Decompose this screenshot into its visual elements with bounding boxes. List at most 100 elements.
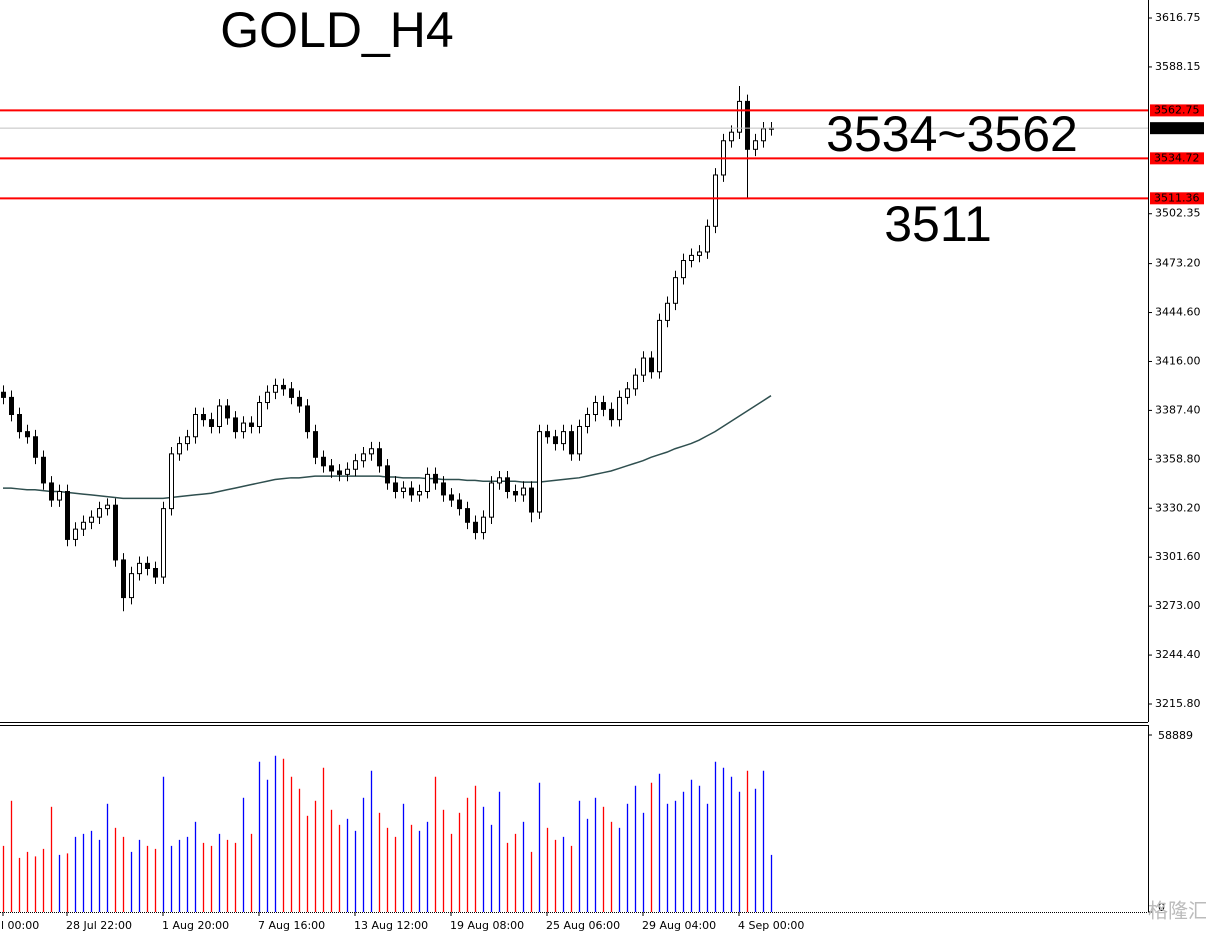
candle-body [121, 559, 126, 599]
candle-body [753, 140, 758, 150]
candle-body [641, 357, 646, 376]
candle-body [409, 487, 414, 496]
candle-body [9, 396, 14, 416]
candle-body [425, 473, 430, 493]
candle-body [441, 482, 446, 496]
last-price-box [1150, 122, 1204, 135]
candle-body [593, 402, 598, 416]
chart-title: GOLD_H4 [220, 2, 453, 58]
candle-body [185, 436, 190, 445]
last-price-label: 3552.36 [1154, 121, 1200, 134]
annotation: 3511 [884, 196, 992, 252]
candle-body [505, 477, 510, 493]
candle-body [617, 396, 622, 421]
candle-body [137, 562, 142, 575]
y-tick-label: 3330.20 [1155, 501, 1201, 514]
candle-body [73, 528, 78, 540]
candle-body [345, 468, 350, 475]
candle-body [673, 277, 678, 304]
candle-body [449, 494, 454, 501]
x-tick-label: 7 Aug 16:00 [258, 919, 325, 932]
y-tick-label: 3215.80 [1155, 697, 1201, 710]
candle-body [321, 456, 326, 467]
candle-body [553, 436, 558, 445]
candle-body [25, 431, 30, 438]
x-tick-label: 25 Aug 06:00 [546, 919, 620, 932]
candle-body [241, 422, 246, 433]
candle-body [169, 453, 174, 510]
candle-body [633, 374, 638, 390]
candle-body [681, 260, 686, 279]
y-tick-label: 3387.40 [1155, 403, 1201, 416]
candle-body [257, 402, 262, 427]
candle-body [65, 491, 70, 540]
candle-body [737, 100, 742, 133]
level-label-box [1150, 152, 1204, 165]
level-label: 3562.75 [1154, 103, 1200, 116]
candle-body [729, 131, 734, 142]
level-label: 3511.36 [1154, 191, 1200, 204]
candle-body [129, 573, 134, 599]
candle-body [49, 482, 54, 501]
candle-body [177, 443, 182, 455]
y-tick-label: 3416.00 [1155, 354, 1201, 367]
y-tick-label: 3301.60 [1155, 550, 1201, 563]
candle-body [529, 487, 534, 513]
candle-body [705, 225, 710, 253]
candle-body [281, 384, 286, 390]
candle-body [521, 487, 526, 496]
level-label: 3534.72 [1154, 151, 1200, 164]
candle-body [393, 482, 398, 493]
candle-body [481, 516, 486, 534]
candle-body [433, 473, 438, 484]
candle-body [145, 562, 150, 569]
y-tick-label: 3244.40 [1155, 648, 1201, 661]
candle-body [17, 414, 22, 433]
candle-body [585, 414, 590, 427]
candle-body [665, 302, 670, 321]
y-tick-label: 3473.20 [1155, 257, 1201, 270]
volume-tick-label: 0 [1158, 901, 1165, 914]
candle-body [273, 384, 278, 393]
candle-body [513, 491, 518, 496]
candle-body [305, 405, 310, 433]
candle-body [745, 100, 750, 150]
candle-body [377, 448, 382, 467]
candle-body [497, 477, 502, 484]
candle-body [57, 491, 62, 501]
y-tick-label: 3616.75 [1155, 11, 1201, 24]
candle-body [153, 567, 158, 578]
candle-body [657, 319, 662, 373]
candle-body [361, 453, 366, 462]
candle-body [369, 448, 374, 455]
candle-body [1, 391, 6, 398]
candle-body [561, 431, 566, 445]
candle-body [761, 128, 766, 142]
candle-body [609, 408, 614, 421]
candle-body [297, 396, 302, 407]
candle-body [537, 431, 542, 513]
candle-body [601, 402, 606, 410]
level-label-box [1150, 104, 1204, 117]
candle-body [713, 174, 718, 227]
x-tick-label: 4 Sep 00:00 [738, 919, 804, 932]
candle-body [217, 405, 222, 427]
candle-body [689, 254, 694, 262]
volume-tick-label: 58889 [1158, 729, 1193, 742]
annotation: 3534~3562 [826, 106, 1078, 162]
candle-body [465, 508, 470, 523]
level-label-box [1150, 192, 1204, 205]
candle-body [249, 422, 254, 427]
candle-body [105, 504, 110, 510]
x-tick-label: 19 Aug 08:00 [450, 919, 524, 932]
candle-body [353, 460, 358, 470]
candle-body [545, 431, 550, 438]
candle-body [209, 419, 214, 427]
candle-body [265, 391, 270, 404]
candle-body [337, 470, 342, 475]
x-tick-label: 29 Aug 04:00 [642, 919, 716, 932]
x-tick-label: l 00:00 [1, 919, 39, 932]
candle-body [385, 465, 390, 484]
